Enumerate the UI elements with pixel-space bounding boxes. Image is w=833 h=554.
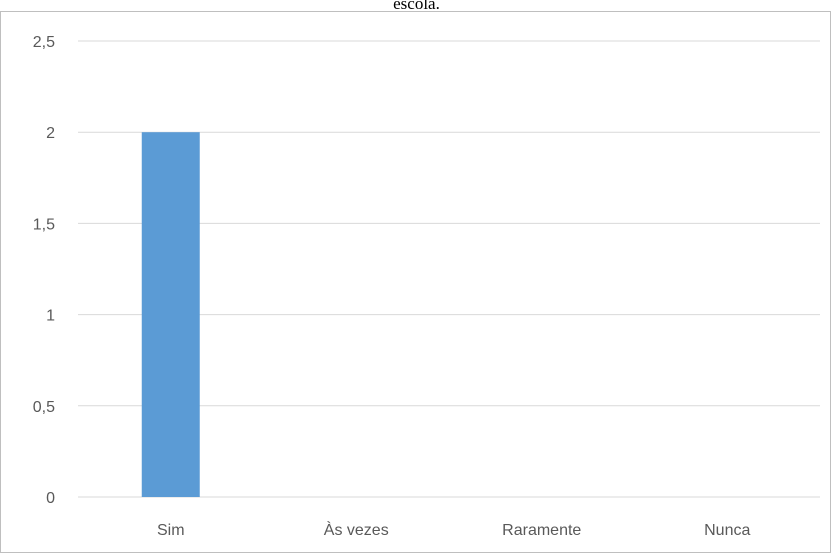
x-tick-label: Nunca [704, 522, 750, 539]
gridlines [78, 40, 820, 498]
x-axis-ticks: Sim Às vezes Raramente Nunca [157, 520, 751, 539]
x-tick-label: Raramente [502, 522, 581, 539]
x-tick-label: Sim [157, 522, 185, 539]
chart-title: escola. [393, 0, 440, 13]
y-tick-label: 2 [46, 125, 55, 142]
x-tick-label: Às vezes [324, 520, 389, 539]
bar-0 [141, 132, 200, 497]
y-tick-label: 2,5 [33, 34, 55, 51]
chart-frame [0, 11, 831, 553]
bars [141, 132, 200, 497]
y-tick-label: 1,5 [33, 216, 55, 233]
y-tick-label: 1 [46, 308, 55, 325]
y-tick-label: 0,5 [33, 399, 55, 416]
y-axis-ticks: 0 0,5 1 1,5 2 2,5 [33, 34, 55, 507]
y-tick-label: 0 [46, 490, 55, 507]
